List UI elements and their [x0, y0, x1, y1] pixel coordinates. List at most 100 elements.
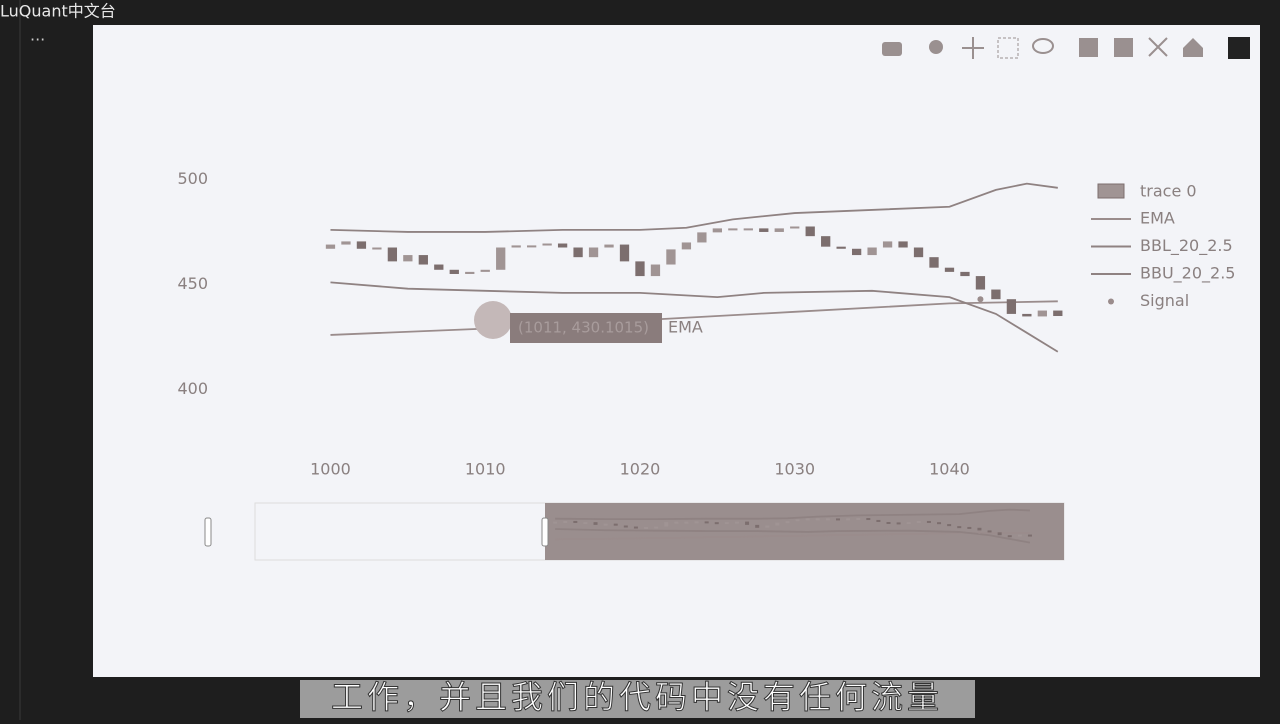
candle-body: [650, 264, 661, 277]
ellipsis[interactable]: ...: [30, 26, 45, 45]
camera-icon[interactable]: [882, 42, 902, 56]
candle-body: [480, 269, 490, 272]
x-tick-label: 1020: [620, 460, 661, 479]
lasso-icon[interactable]: [1032, 38, 1054, 54]
candle-body: [465, 271, 475, 274]
candle-body: [795, 519, 800, 522]
candle-body: [906, 522, 911, 525]
toolbar: [882, 37, 1250, 59]
candle-body: [619, 244, 630, 262]
candle-body: [588, 247, 599, 258]
plot-area: 400 450 500 1000 1010 1020 1030 1040 trace 0 EMA B…: [177, 169, 1235, 561]
watermark: LuQuant中文台: [0, 2, 116, 21]
x-tick-label: 1030: [774, 460, 815, 479]
candle-body: [1017, 534, 1022, 537]
candle-body: [573, 247, 583, 258]
candle-body: [724, 522, 729, 525]
candle-body: [704, 521, 709, 524]
candle-body: [882, 241, 893, 248]
candle-body: [325, 244, 336, 249]
candle-body: [957, 526, 962, 529]
candle-body: [694, 521, 699, 524]
candle-body: [557, 243, 568, 248]
candle-body: [712, 228, 722, 233]
candle-body: [765, 525, 770, 528]
candle-body: [511, 245, 521, 248]
hover-box: [510, 313, 662, 343]
zoom-out-icon[interactable]: [1114, 38, 1133, 57]
candle-body: [755, 524, 760, 528]
range-handle[interactable]: [541, 517, 549, 547]
candle-body: [896, 522, 901, 525]
candle-body: [856, 518, 861, 521]
candle-body: [846, 518, 851, 521]
signal-point: [977, 530, 981, 534]
candle-body: [434, 264, 444, 270]
range-handle[interactable]: [204, 517, 212, 547]
candle-body: [644, 526, 649, 529]
plotly-logo[interactable]: [1228, 37, 1250, 59]
pan-icon[interactable]: [962, 37, 984, 59]
candle-body: [886, 522, 891, 524]
home-icon[interactable]: [1183, 38, 1203, 57]
candle-body: [821, 236, 831, 247]
line: [330, 182, 1058, 233]
zoom-in-icon[interactable]: [1079, 38, 1098, 57]
candle-body: [825, 518, 830, 521]
candle-body: [836, 246, 846, 249]
candle-body: [866, 518, 871, 521]
candle-body: [633, 526, 638, 529]
line: [555, 508, 1030, 521]
candle-body: [734, 521, 739, 524]
candle-body: [593, 522, 598, 525]
hover-name: EMA: [668, 318, 703, 337]
candle-body: [913, 247, 924, 258]
candle-body: [583, 522, 588, 525]
candle-body: [937, 522, 942, 525]
autoscale-icon[interactable]: [1148, 37, 1168, 57]
candle-body: [977, 527, 982, 531]
range-slider-preview: [553, 508, 1032, 544]
candle-body: [960, 271, 970, 277]
subtitle-background: [300, 680, 975, 718]
candle-body: [975, 276, 986, 290]
signal-point: [977, 296, 984, 303]
candle-body: [613, 523, 618, 526]
candle-body: [745, 521, 750, 525]
candle-body: [987, 530, 992, 533]
candle-body: [876, 519, 881, 522]
candle-body: [785, 521, 790, 524]
candle-body: [929, 257, 939, 268]
candle-body: [604, 244, 614, 248]
candle-body: [654, 526, 659, 529]
legend-label: EMA: [1140, 209, 1175, 228]
x-tick-label: 1040: [929, 460, 970, 479]
candle-body: [449, 269, 459, 274]
y-tick-label: 500: [177, 169, 208, 188]
select-icon[interactable]: [997, 37, 1019, 59]
candle-body: [947, 524, 952, 527]
zoom-icon[interactable]: [929, 40, 943, 54]
legend-label: BBL_20_2.5: [1140, 236, 1233, 256]
candle-body: [603, 523, 608, 526]
line: [330, 281, 1059, 353]
candle-body: [835, 518, 840, 521]
candle-body: [1027, 534, 1032, 537]
candle-body: [805, 518, 810, 521]
candle-body: [666, 249, 676, 265]
legend-label: BBU_20_2.5: [1140, 264, 1235, 284]
candle-body: [1007, 535, 1012, 538]
candle-body: [635, 261, 645, 277]
hover-text: (1011, 430.1015): [518, 319, 649, 337]
candle-body: [674, 521, 679, 524]
candle-body: [1037, 310, 1047, 317]
line: [555, 528, 1031, 544]
candle-body: [664, 522, 669, 527]
candle-body: [926, 520, 931, 523]
candle-body: [774, 228, 784, 232]
y-tick-label: 400: [177, 379, 208, 398]
subtitle: 工作，并且我们的代码中没有任何流量: [331, 678, 943, 716]
candle-body: [991, 289, 1001, 300]
